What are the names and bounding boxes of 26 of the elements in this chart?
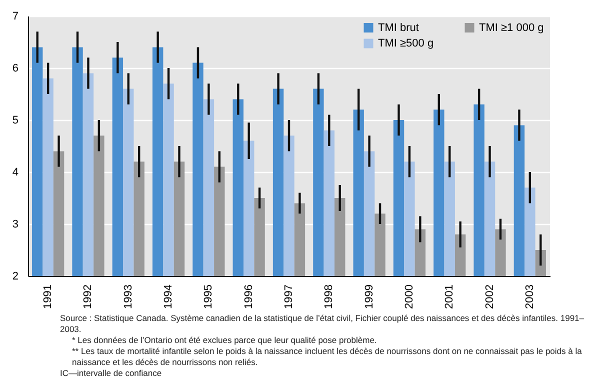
text: ** Les taux de mortalité infantile selon le poids à la naissance incluent les décès de nourrissons dont on ne connaissait pas le poids à la naissance et les décès de nourrissons non reliés. xyxy=(71,346,583,368)
x-tick-label: 1993 xyxy=(122,284,134,309)
text: * Les données de l’Ontario ont été exclues parce que leur qualité pose problème. xyxy=(71,335,378,346)
x-tick-label: 1991 xyxy=(42,284,54,309)
x-tick-label: 1992 xyxy=(82,284,94,309)
source-note: Source : Statistique Canada. Système canadien de la statistique de l’état civil, Fichier couplé des naissances et des décès infantiles. 1991–2003. xyxy=(60,313,585,335)
x-tick-label: 1997 xyxy=(283,284,295,309)
x-tick-label: 1996 xyxy=(242,284,255,309)
legend-label: TMI brut xyxy=(378,22,419,34)
y-tick-label: 2 xyxy=(12,270,18,282)
y-tick-label: 7 xyxy=(12,10,18,22)
y-tick-label: 5 xyxy=(12,114,18,126)
x-tick-label: 1999 xyxy=(363,284,376,309)
x-tick-label: 1998 xyxy=(323,284,336,309)
x-tick-label: 1994 xyxy=(162,284,175,309)
x-tick-label: 2000 xyxy=(403,284,416,309)
text: IC—intervalle de confiance xyxy=(60,368,163,379)
y-tick-label: 3 xyxy=(12,218,18,230)
x-tick-label: 2003 xyxy=(524,284,536,309)
y-tick-label: 6 xyxy=(12,62,18,74)
legend-label: TMI ≥1 000 g xyxy=(479,22,544,34)
x-tick-label: 2002 xyxy=(484,284,496,309)
legend-label: TMI ≥500 g xyxy=(378,38,434,50)
y-tick-label: 4 xyxy=(12,166,18,178)
x-tick-label: 1995 xyxy=(202,284,215,309)
x-tick-label: 2001 xyxy=(444,284,456,309)
